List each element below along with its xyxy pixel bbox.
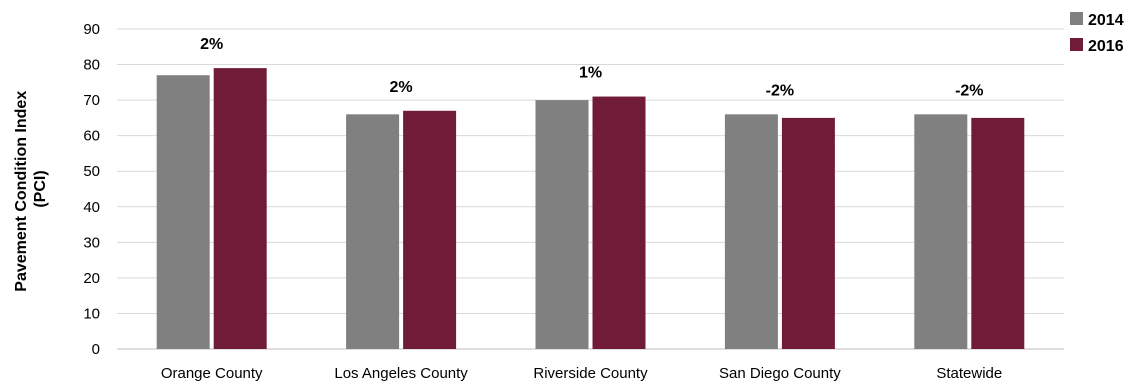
bar-2016-san-diego-county (781, 117, 835, 349)
change-annotation: -2% (955, 82, 983, 99)
x-category-label: San Diego County (719, 365, 841, 382)
x-category-label: Riverside County (533, 365, 648, 382)
x-category-label: Orange County (161, 365, 263, 382)
bar-2016-riverside-county (592, 96, 646, 349)
legend: 2014 2016 (1070, 12, 1124, 55)
gridlines (117, 28, 1064, 350)
x-axis-category-labels: Orange County Los Angeles County Riverside… (161, 365, 1002, 382)
bar-2014-los-angeles-county (346, 114, 400, 349)
bar-2016-statewide (971, 117, 1025, 349)
bars (156, 68, 1025, 350)
y-tick-label: 10 (83, 305, 100, 322)
change-annotation: 1% (579, 65, 602, 82)
y-axis-title-line-1: Pavement Condition Index (13, 91, 30, 292)
x-category-label: Los Angeles County (334, 365, 468, 382)
y-tick-label: 50 (83, 163, 100, 180)
x-category-label: Statewide (936, 365, 1002, 382)
legend-swatch-2014 (1070, 12, 1083, 25)
y-tick-label: 90 (83, 21, 100, 38)
y-axis-title: Pavement Condition Index (PCI) (13, 86, 49, 291)
change-annotation: -2% (766, 82, 794, 99)
change-annotation: 2% (390, 79, 413, 96)
y-tick-label: 0 (92, 341, 100, 358)
y-tick-label: 80 (83, 57, 100, 74)
y-axis-title-line-2: (PCI) (32, 170, 49, 207)
change-annotation: 2% (200, 36, 223, 53)
y-axis-ticks: 0 10 20 30 40 50 60 70 80 90 (83, 21, 100, 358)
legend-label-2016: 2016 (1088, 38, 1124, 55)
bar-annotations: 2% 2% 1% -2% -2% (200, 36, 983, 99)
legend-label-2014: 2014 (1088, 12, 1124, 29)
bar-2016-los-angeles-county (403, 110, 457, 350)
y-tick-label: 60 (83, 128, 100, 145)
y-tick-label: 40 (83, 199, 100, 216)
bar-2014-san-diego-county (724, 114, 778, 349)
y-tick-label: 30 (83, 234, 100, 251)
bar-2014-statewide (914, 114, 968, 349)
y-tick-label: 70 (83, 92, 100, 109)
bar-2014-riverside-county (535, 100, 589, 349)
y-tick-label: 20 (83, 270, 100, 287)
bar-2016-orange-county (213, 68, 267, 349)
legend-swatch-2016 (1070, 38, 1083, 51)
bar-2014-orange-county (156, 75, 210, 349)
